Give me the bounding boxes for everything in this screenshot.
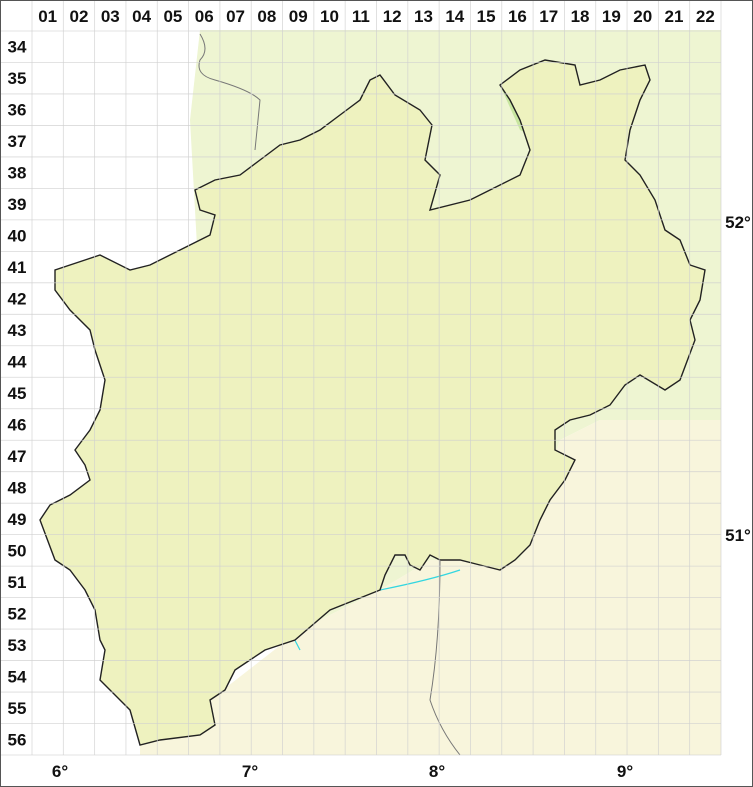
column-label: 09	[289, 7, 308, 26]
column-label: 16	[508, 7, 527, 26]
row-label: 35	[8, 69, 27, 88]
column-label: 22	[696, 7, 715, 26]
column-label: 01	[38, 7, 57, 26]
column-label: 19	[602, 7, 621, 26]
row-label: 46	[8, 415, 27, 434]
latitude-label: 51°	[725, 526, 751, 545]
row-label: 50	[8, 541, 27, 560]
column-label: 11	[352, 7, 370, 26]
column-label: 21	[665, 7, 684, 26]
row-label: 41	[8, 258, 27, 277]
national-border	[198, 33, 261, 151]
column-label: 06	[195, 7, 214, 26]
row-label: 44	[8, 353, 27, 372]
row-label: 48	[8, 478, 27, 497]
row-label: 45	[8, 384, 27, 403]
row-label: 42	[8, 290, 27, 309]
column-label: 14	[445, 7, 464, 26]
longitude-label: 7°	[242, 762, 258, 781]
column-label: 17	[539, 7, 558, 26]
row-label: 51	[8, 573, 27, 592]
latitude-label: 52°	[725, 213, 751, 232]
row-label: 49	[8, 510, 27, 529]
longitude-label: 8°	[429, 762, 445, 781]
column-label: 04	[132, 7, 151, 26]
row-label: 34	[8, 38, 27, 57]
column-label: 10	[320, 7, 339, 26]
column-label: 02	[70, 7, 89, 26]
row-label: 36	[8, 101, 27, 120]
row-label: 43	[8, 321, 27, 340]
row-label: 52	[8, 604, 27, 623]
column-label: 12	[383, 7, 402, 26]
longitude-label: 9°	[617, 762, 633, 781]
grid-lines	[0, 0, 722, 756]
outside-region-south	[140, 420, 721, 755]
longitude-label: 6°	[52, 762, 68, 781]
grid-labels: 01 02 03 04 05 06 07 08 09 10 11 12 13 14 15 16 17 18 19 20…	[8, 7, 752, 781]
column-label: 07	[226, 7, 245, 26]
row-label: 56	[8, 730, 27, 749]
column-label: 08	[257, 7, 276, 26]
row-label: 54	[8, 667, 27, 686]
map-area	[39, 30, 721, 756]
row-label: 40	[8, 227, 27, 246]
column-label: 13	[414, 7, 433, 26]
row-label: 39	[8, 195, 27, 214]
row-label: 47	[8, 447, 27, 466]
column-label: 15	[477, 7, 496, 26]
column-label: 20	[633, 7, 652, 26]
column-label: 18	[571, 7, 590, 26]
column-label: 03	[101, 7, 120, 26]
row-label: 53	[8, 636, 27, 655]
row-label: 55	[8, 699, 27, 718]
column-label: 05	[163, 7, 182, 26]
row-label: 38	[8, 164, 27, 183]
row-label: 37	[8, 132, 27, 151]
